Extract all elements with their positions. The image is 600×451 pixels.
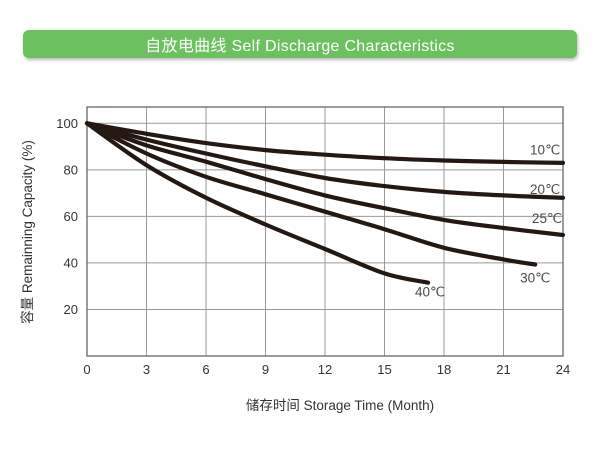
x-tick-label-12: 12 bbox=[318, 362, 332, 377]
curve-label-20c: 20℃ bbox=[530, 182, 560, 197]
y-tick-label-100: 100 bbox=[56, 116, 78, 131]
curve-layer bbox=[84, 121, 566, 285]
chart-title: 自放电曲线 Self Discharge Characteristics bbox=[145, 38, 455, 55]
y-tick-label-80: 80 bbox=[64, 162, 78, 177]
curve-label-30c: 30℃ bbox=[520, 271, 550, 286]
curve-label-40c: 40℃ bbox=[415, 285, 445, 300]
y-tick-label-20: 20 bbox=[64, 302, 78, 317]
x-tick-label-15: 15 bbox=[377, 362, 391, 377]
plot-frame bbox=[86, 106, 564, 357]
curve-10c bbox=[84, 121, 566, 165]
x-tick-label-6: 6 bbox=[202, 362, 209, 377]
curve-label-25c: 25℃ bbox=[532, 211, 562, 226]
curve-20c bbox=[84, 121, 566, 200]
label-layer: 20 40 60 80 100 0 3 6 9 12 15 18 21 24 10℃ 20℃ 25℃ 30℃ 40℃ bbox=[56, 116, 570, 377]
x-tick-label-21: 21 bbox=[496, 362, 510, 377]
curve-25c bbox=[84, 121, 566, 238]
x-tick-label-3: 3 bbox=[143, 362, 150, 377]
x-tick-label-0: 0 bbox=[83, 362, 90, 377]
frame-layer bbox=[86, 106, 564, 357]
grid-layer bbox=[87, 107, 563, 356]
y-tick-label-40: 40 bbox=[64, 255, 78, 270]
y-tick-label-60: 60 bbox=[64, 209, 78, 224]
x-axis-title: 储存时间 Storage Time (Month) bbox=[246, 398, 434, 413]
curve-40c bbox=[84, 121, 431, 285]
curve-30c bbox=[84, 121, 538, 267]
x-tick-label-9: 9 bbox=[262, 362, 269, 377]
x-tick-label-18: 18 bbox=[437, 362, 451, 377]
x-tick-label-24: 24 bbox=[556, 362, 570, 377]
curve-label-10c: 10℃ bbox=[530, 143, 560, 158]
y-axis-title: 容量 Remainning Capacity (%) bbox=[19, 140, 35, 324]
chart-title-banner: 自放电曲线 Self Discharge Characteristics bbox=[23, 30, 577, 58]
